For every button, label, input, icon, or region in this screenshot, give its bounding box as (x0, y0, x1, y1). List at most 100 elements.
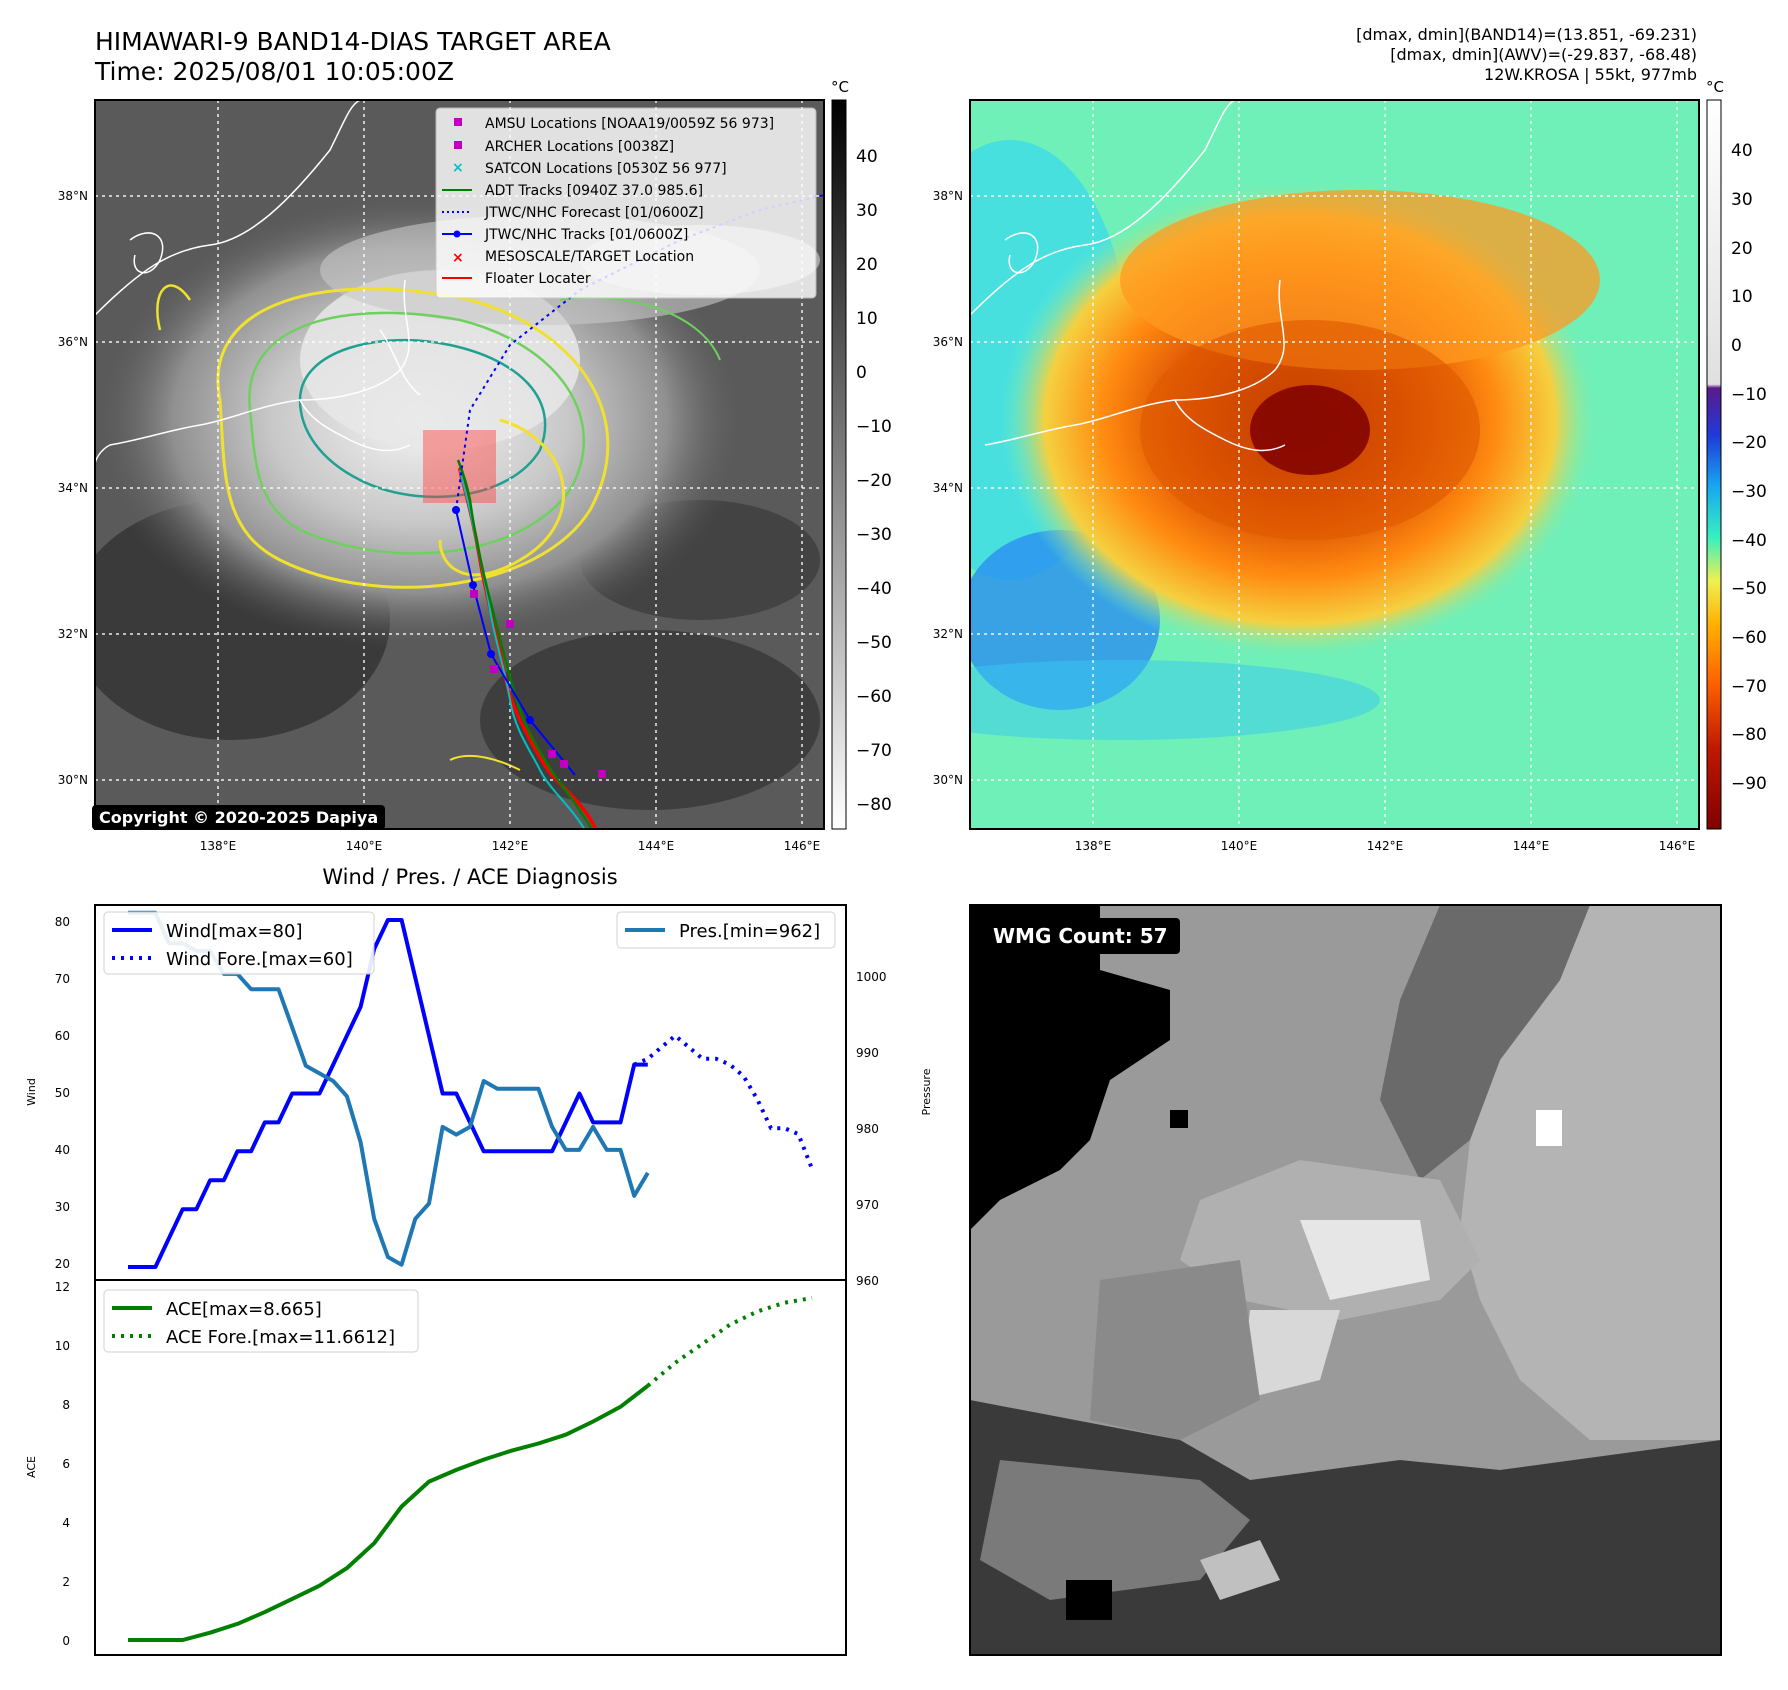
svg-text:36°N: 36°N (58, 335, 88, 349)
pressure-legend: Pres.[min=962] (616, 911, 836, 949)
svg-text:40: 40 (856, 147, 878, 167)
svg-text:0: 0 (62, 1634, 70, 1648)
svg-text:138°E: 138°E (1075, 839, 1112, 853)
svg-text:−60: −60 (856, 687, 892, 707)
legend-archer-marker (454, 141, 462, 149)
wind-series-1 (633, 1033, 814, 1170)
legend-target-marker: × (452, 250, 464, 266)
svg-text:30: 30 (55, 1200, 70, 1214)
pressure-ticks: 1000 990 980 970 960 (856, 970, 887, 1288)
contour-green (248, 311, 586, 555)
pressure-ylabel: Pressure (920, 1068, 933, 1115)
svg-text:140°E: 140°E (346, 839, 383, 853)
legend-satcon: SATCON Locations [0530Z 56 977] (485, 161, 727, 177)
svg-text:70: 70 (55, 972, 70, 986)
svg-text:−40: −40 (856, 579, 892, 599)
color-colorbar: °C 40 30 20 10 0 −10 −20 −30 −40 −50 −60… (1706, 78, 1767, 830)
svg-text:146°E: 146°E (784, 839, 821, 853)
svg-text:144°E: 144°E (1513, 839, 1550, 853)
info-line-1: [dmax, dmin](BAND14)=(13.851, -69.231) (1356, 25, 1697, 44)
svg-text:30°N: 30°N (58, 773, 88, 787)
wind-series-0 (128, 918, 648, 1269)
svg-text:−40: −40 (1731, 531, 1767, 551)
legend-amsu: AMSU Locations [NOAA19/0059Z 56 973] (485, 116, 774, 132)
map-legend: AMSU Locations [NOAA19/0059Z 56 973] ARC… (435, 107, 817, 299)
svg-text:−70: −70 (1731, 677, 1767, 697)
svg-text:50: 50 (55, 1086, 70, 1100)
legend-amsu-marker (454, 118, 462, 126)
svg-text:980: 980 (856, 1122, 879, 1136)
svg-text:10: 10 (856, 309, 878, 329)
svg-text:−70: −70 (856, 741, 892, 761)
svg-text:−10: −10 (856, 417, 892, 437)
svg-text:34°N: 34°N (933, 481, 963, 495)
svg-text:142°E: 142°E (1367, 839, 1404, 853)
svg-text:30°N: 30°N (933, 773, 963, 787)
legend-ace: ACE[max=8.665] (166, 1299, 322, 1320)
svg-text:32°N: 32°N (933, 627, 963, 641)
left-map-axis-labels: 38°N 36°N 34°N 32°N 30°N 138°E 140°E 142… (58, 189, 821, 853)
copyright-badge: Copyright © 2020-2025 Dapiya (92, 805, 386, 830)
svg-text:°C: °C (831, 78, 849, 96)
info-line-2: [dmax, dmin](AWV)=(-29.837, -68.48) (1390, 45, 1697, 64)
svg-text:80: 80 (55, 915, 70, 929)
svg-text:32°N: 32°N (58, 627, 88, 641)
svg-text:−20: −20 (1731, 433, 1767, 453)
wind-ylabel: Wind (25, 1078, 38, 1106)
ace-axes (94, 1279, 847, 1656)
ace-ylabel: ACE (25, 1456, 38, 1478)
svg-text:30: 30 (856, 201, 878, 221)
legend-target: MESOSCALE/TARGET Location (485, 249, 694, 265)
svg-text:20: 20 (1731, 239, 1753, 259)
svg-text:40: 40 (55, 1143, 70, 1157)
svg-text:8: 8 (62, 1398, 70, 1412)
svg-text:140°E: 140°E (1221, 839, 1258, 853)
svg-text:138°E: 138°E (200, 839, 237, 853)
svg-text:36°N: 36°N (933, 335, 963, 349)
svg-text:−80: −80 (856, 795, 892, 815)
contour-yellow (216, 287, 610, 589)
svg-text:60: 60 (55, 1029, 70, 1043)
svg-text:970: 970 (856, 1198, 879, 1212)
svg-text:990: 990 (856, 1046, 879, 1060)
wmg-count-badge: WMG Count: 57 (981, 918, 1180, 954)
svg-text:144°E: 144°E (638, 839, 675, 853)
wind-legend: Wind[max=80] Wind Fore.[max=60] (103, 911, 375, 975)
wmg-panel (969, 904, 1722, 1656)
svg-text:0: 0 (856, 363, 867, 383)
ace-ticks: 12 10 8 6 4 2 0 (55, 1280, 70, 1648)
legend-wind-fore: Wind Fore.[max=60] (166, 949, 353, 970)
svg-text:−50: −50 (856, 633, 892, 653)
adt-track (456, 459, 593, 829)
figure-time: Time: 2025/08/01 10:05:00Z (94, 57, 454, 86)
svg-text:−60: −60 (1731, 628, 1767, 648)
svg-text:10: 10 (55, 1339, 70, 1353)
figure-title: HIMAWARI-9 BAND14-DIAS TARGET AREA (95, 27, 611, 56)
svg-text:146°E: 146°E (1659, 839, 1696, 853)
svg-text:40: 40 (1731, 141, 1753, 161)
svg-text:−30: −30 (1731, 482, 1767, 502)
legend-floater: Floater Locater (485, 271, 591, 287)
diagnosis-title: Wind / Pres. / ACE Diagnosis (322, 865, 617, 889)
right-map-axis-labels: 38°N 36°N 34°N 32°N 30°N 138°E 140°E 142… (933, 189, 1696, 853)
svg-text:°C: °C (1706, 78, 1724, 96)
svg-text:142°E: 142°E (492, 839, 529, 853)
gray-colorbar: °C 40 30 20 10 0 −10 −20 −30 −40 −50 −60… (831, 78, 892, 830)
legend-ace-fore: ACE Fore.[max=11.6612] (166, 1327, 395, 1348)
svg-text:10: 10 (1731, 287, 1753, 307)
svg-text:20: 20 (856, 255, 878, 275)
svg-text:−30: −30 (856, 525, 892, 545)
ace-legend: ACE[max=8.665] ACE Fore.[max=11.6612] (103, 1289, 419, 1353)
svg-text:2: 2 (62, 1575, 70, 1589)
legend-forecast: JTWC/NHC Forecast [01/0600Z] (484, 205, 704, 221)
svg-text:−20: −20 (856, 471, 892, 491)
svg-text:38°N: 38°N (933, 189, 963, 203)
legend-satcon-marker: × (452, 160, 464, 176)
svg-text:6: 6 (62, 1457, 70, 1471)
wind-ticks: 80 70 60 50 40 30 20 (55, 915, 70, 1271)
legend-tracks: JTWC/NHC Tracks [01/0600Z] (484, 227, 688, 243)
ace-series-0 (128, 1384, 650, 1642)
color-map (970, 100, 1699, 829)
svg-text:−90: −90 (1731, 774, 1767, 794)
